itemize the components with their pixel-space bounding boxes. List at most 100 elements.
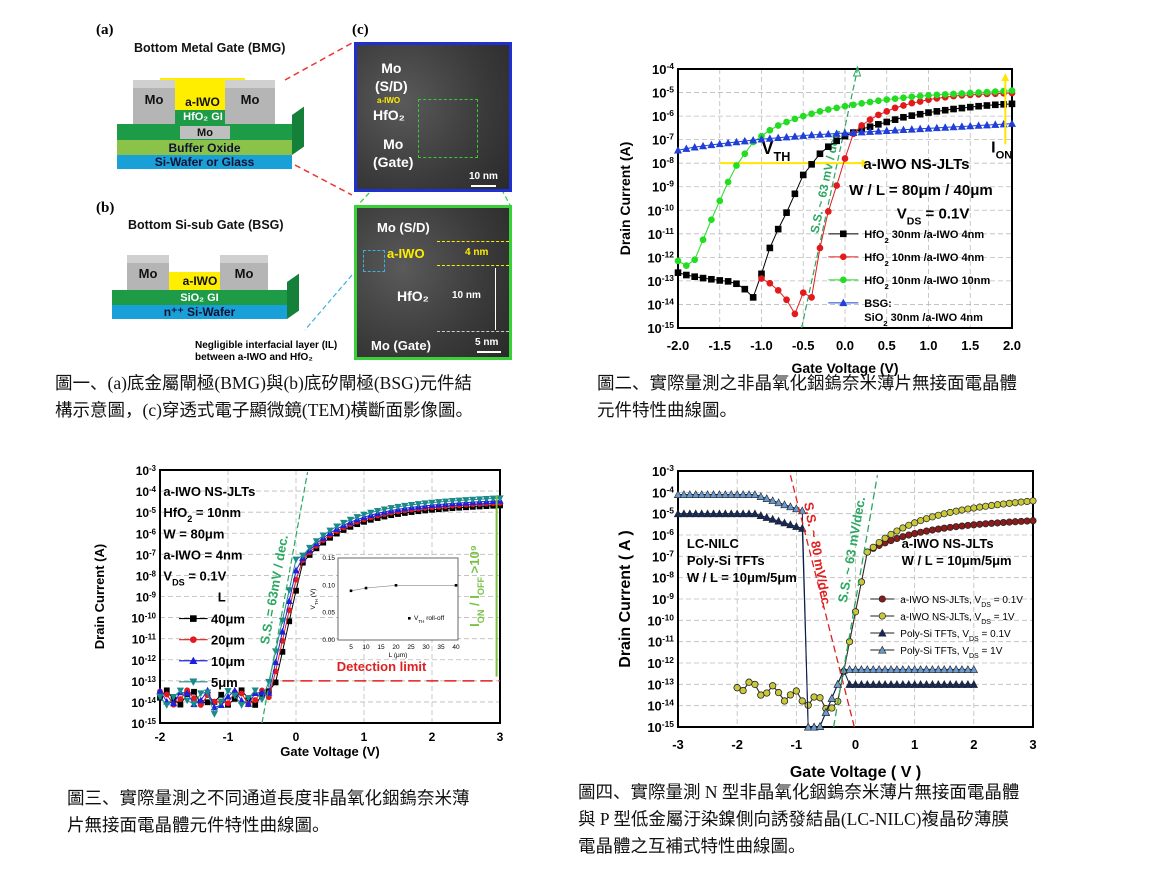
data-point	[928, 513, 936, 521]
data-point	[774, 122, 782, 129]
data-point	[957, 679, 967, 688]
data-point	[757, 691, 765, 699]
inset-x-tick: 20	[392, 644, 400, 651]
data-point	[749, 294, 757, 301]
anno-l3: W = 80μm	[163, 526, 224, 541]
y-tick-label: 10-3	[652, 463, 674, 479]
data-point	[738, 509, 748, 518]
data-point	[904, 665, 913, 673]
data-point	[762, 494, 771, 503]
legend-label-3: 5μm	[211, 675, 238, 690]
data-point	[887, 536, 895, 545]
data-point	[716, 277, 724, 284]
tem-bottom-oxide: HfO₂	[397, 288, 429, 304]
data-point	[774, 286, 782, 294]
legend-marker	[839, 298, 848, 307]
data-point	[810, 693, 818, 701]
data-point	[966, 89, 974, 97]
data-point	[1029, 497, 1037, 505]
data-point	[780, 500, 789, 509]
figure4-caption: 圖四、實際量測 N 型非晶氧化銦鎢奈米薄片無接面電晶體 與 P 型低金屬汙染鎳側…	[578, 779, 1019, 860]
vth-label: VTH	[762, 138, 791, 164]
data-point	[892, 665, 902, 673]
data-point	[271, 658, 280, 666]
data-point	[957, 122, 966, 130]
data-point	[910, 679, 919, 688]
connector-il	[304, 274, 353, 331]
data-point	[916, 92, 924, 100]
bmg-gate-mo: Mo	[180, 126, 230, 139]
data-point	[911, 519, 919, 527]
data-point	[940, 665, 949, 673]
anno-l2: HfO2 = 10nm	[163, 505, 241, 524]
data-point	[1011, 499, 1019, 507]
y-tick-label: 10-14	[647, 296, 674, 312]
anno-l4: a-IWO = 4nm	[163, 547, 242, 562]
y-tick-label: 10-12	[131, 653, 156, 668]
data-point	[469, 496, 477, 504]
figure3-caption-line1: 圖三、實際量測之不同通道長度非晶氧化銦鎢奈米薄	[67, 788, 470, 808]
data-point	[674, 257, 682, 265]
data-point	[900, 113, 907, 121]
data-point	[840, 128, 850, 137]
data-point	[916, 110, 924, 118]
data-point	[905, 521, 913, 529]
data-point	[733, 684, 741, 692]
y-tick-label: 10-10	[647, 612, 674, 628]
data-point	[1023, 497, 1031, 506]
data-point	[816, 108, 824, 115]
data-point	[163, 691, 170, 698]
data-point	[738, 490, 748, 498]
data-point	[928, 679, 937, 688]
data-point	[709, 509, 718, 518]
data-point	[715, 509, 724, 518]
data-point	[991, 120, 1000, 128]
data-point	[874, 679, 884, 688]
data-point	[708, 275, 715, 283]
label-a: (a)	[96, 22, 114, 38]
data-point	[721, 509, 730, 518]
data-point	[462, 497, 470, 504]
data-point	[1023, 517, 1031, 525]
data-point	[816, 150, 824, 158]
data-point	[934, 511, 942, 519]
y-tick-label: 10-14	[131, 695, 156, 710]
y-tick-label: 10-13	[647, 273, 674, 289]
legend-label-1: 20μm	[211, 633, 245, 648]
x-axis-label: Gate Voltage (V)	[791, 360, 898, 376]
data-point	[916, 665, 925, 673]
inset-line	[350, 585, 456, 592]
tem-il-region	[363, 250, 385, 272]
data-point	[900, 94, 907, 102]
data-point	[875, 538, 883, 547]
data-point	[210, 711, 219, 718]
figure-4-chart: -3 -2 -1 0 1 2 3 10-3 10-4 10-5 10-6 10-7 10-8 10-9 10…	[617, 463, 1037, 781]
x-tick-label: -3	[672, 737, 684, 752]
data-point	[883, 118, 891, 126]
data-point	[1008, 87, 1016, 95]
data-point	[828, 704, 836, 712]
data-point	[970, 504, 978, 512]
data-point	[966, 121, 975, 130]
data-point	[204, 699, 211, 706]
data-point	[414, 501, 423, 508]
inset-y-tick: 0.05	[322, 610, 335, 617]
data-point	[957, 665, 967, 673]
data-point	[176, 687, 185, 695]
y-tick-label: 10-12	[647, 249, 674, 265]
data-point	[786, 691, 794, 699]
data-point	[708, 216, 715, 224]
data-point	[928, 526, 936, 534]
data-point	[891, 116, 899, 123]
data-point	[908, 112, 916, 119]
y-tick-label: 10-5	[652, 85, 674, 101]
data-point	[750, 509, 760, 518]
data-point	[757, 135, 766, 143]
data-point	[765, 134, 774, 142]
bmg-title: Bottom Metal Gate (BMG)	[134, 41, 286, 55]
data-point	[401, 502, 409, 510]
data-point	[244, 695, 253, 702]
data-point	[922, 665, 931, 673]
data-point	[891, 126, 900, 134]
data-point	[724, 178, 732, 186]
